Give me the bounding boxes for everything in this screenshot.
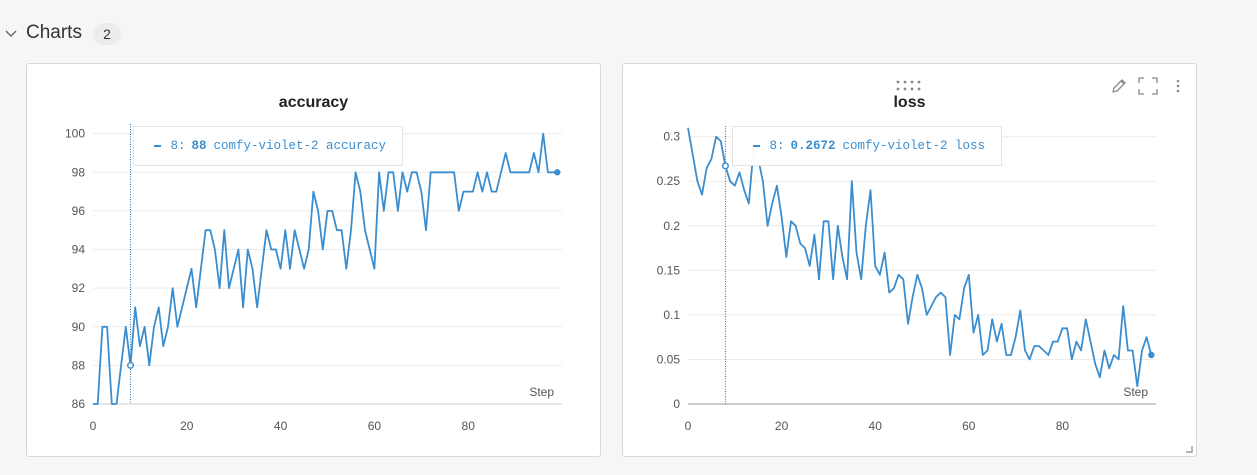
series-line: [93, 132, 558, 405]
x-tick-label: 80: [1056, 419, 1070, 433]
hover-point-marker: [126, 361, 135, 369]
y-tick-label: 0.2: [663, 219, 680, 233]
tooltip-series-label: comfy-violet-2 accuracy: [213, 139, 386, 153]
drag-handle-icon[interactable]: [895, 80, 927, 92]
chart-tooltip: 8: 0.2672 comfy-violet-2 loss: [732, 126, 1002, 166]
y-tick-label: 100: [65, 127, 85, 141]
fullscreen-icon[interactable]: [1138, 77, 1158, 95]
y-tick-label: 96: [72, 204, 86, 218]
x-tick-label: 0: [90, 419, 97, 433]
series-swatch: [154, 145, 162, 147]
y-tick-label: 0.15: [657, 263, 681, 277]
y-tick-label: 0.3: [663, 130, 680, 144]
x-axis-label: Step: [529, 385, 554, 399]
x-tick-label: 20: [775, 419, 789, 433]
series-swatch: [753, 145, 761, 147]
x-tick-label: 60: [962, 419, 976, 433]
chevron-down-icon[interactable]: [4, 27, 18, 41]
y-tick-label: 0.1: [663, 308, 680, 322]
chart-panel-loss: loss 0 0.05 0.1 0.15 0.2 0.25 0.3 0 20 40 60 80 Step…: [622, 63, 1197, 457]
tooltip-value: 88: [191, 139, 207, 153]
y-tick-label: 88: [72, 358, 86, 372]
y-tick-label: 98: [72, 165, 86, 179]
chart-panel-accuracy: accuracy 86 88 90 92 94 96 98 100 0 20 40 60 80 Step …: [26, 63, 601, 457]
tooltip-step: 8:: [769, 139, 785, 153]
y-tick-label: 90: [72, 320, 86, 334]
hover-point-marker: [721, 162, 729, 170]
chart-title: loss: [893, 94, 926, 111]
series-line: [687, 127, 1153, 388]
y-tick-label: 92: [72, 281, 86, 295]
y-tick-label: 86: [72, 397, 86, 411]
last-point-marker: [1148, 351, 1155, 359]
last-point-marker: [554, 169, 561, 176]
x-tick-label: 80: [462, 419, 476, 433]
more-vertical-icon[interactable]: [1174, 79, 1182, 93]
pencil-icon[interactable]: [1110, 77, 1128, 95]
resize-grip-icon[interactable]: [1185, 445, 1193, 453]
accuracy-line-chart[interactable]: 86 88 90 92 94 96 98 100 0 20 40 60 80 Step: [27, 64, 602, 458]
tooltip-series-label: comfy-violet-2 loss: [842, 139, 985, 153]
x-tick-label: 60: [368, 419, 382, 433]
tooltip-step: 8:: [170, 139, 186, 153]
loss-line-chart[interactable]: 0 0.05 0.1 0.15 0.2 0.25 0.3 0 20 40 60 80 Step: [623, 64, 1198, 458]
y-tick-label: 0: [673, 397, 680, 411]
x-tick-label: 40: [274, 419, 288, 433]
x-axis-label: Step: [1123, 385, 1148, 399]
chart-title: accuracy: [278, 94, 349, 111]
section-title[interactable]: Charts: [26, 22, 82, 43]
y-tick-label: 94: [72, 243, 86, 257]
y-tick-label: 0.25: [657, 174, 681, 188]
x-tick-label: 0: [685, 419, 692, 433]
x-tick-label: 20: [180, 419, 194, 433]
x-tick-label: 40: [869, 419, 883, 433]
chart-count-badge: 2: [93, 23, 121, 45]
chart-tooltip: 8: 88 comfy-violet-2 accuracy: [133, 126, 403, 166]
tooltip-value: 0.2672: [790, 139, 836, 153]
y-tick-label: 0.05: [657, 352, 681, 366]
